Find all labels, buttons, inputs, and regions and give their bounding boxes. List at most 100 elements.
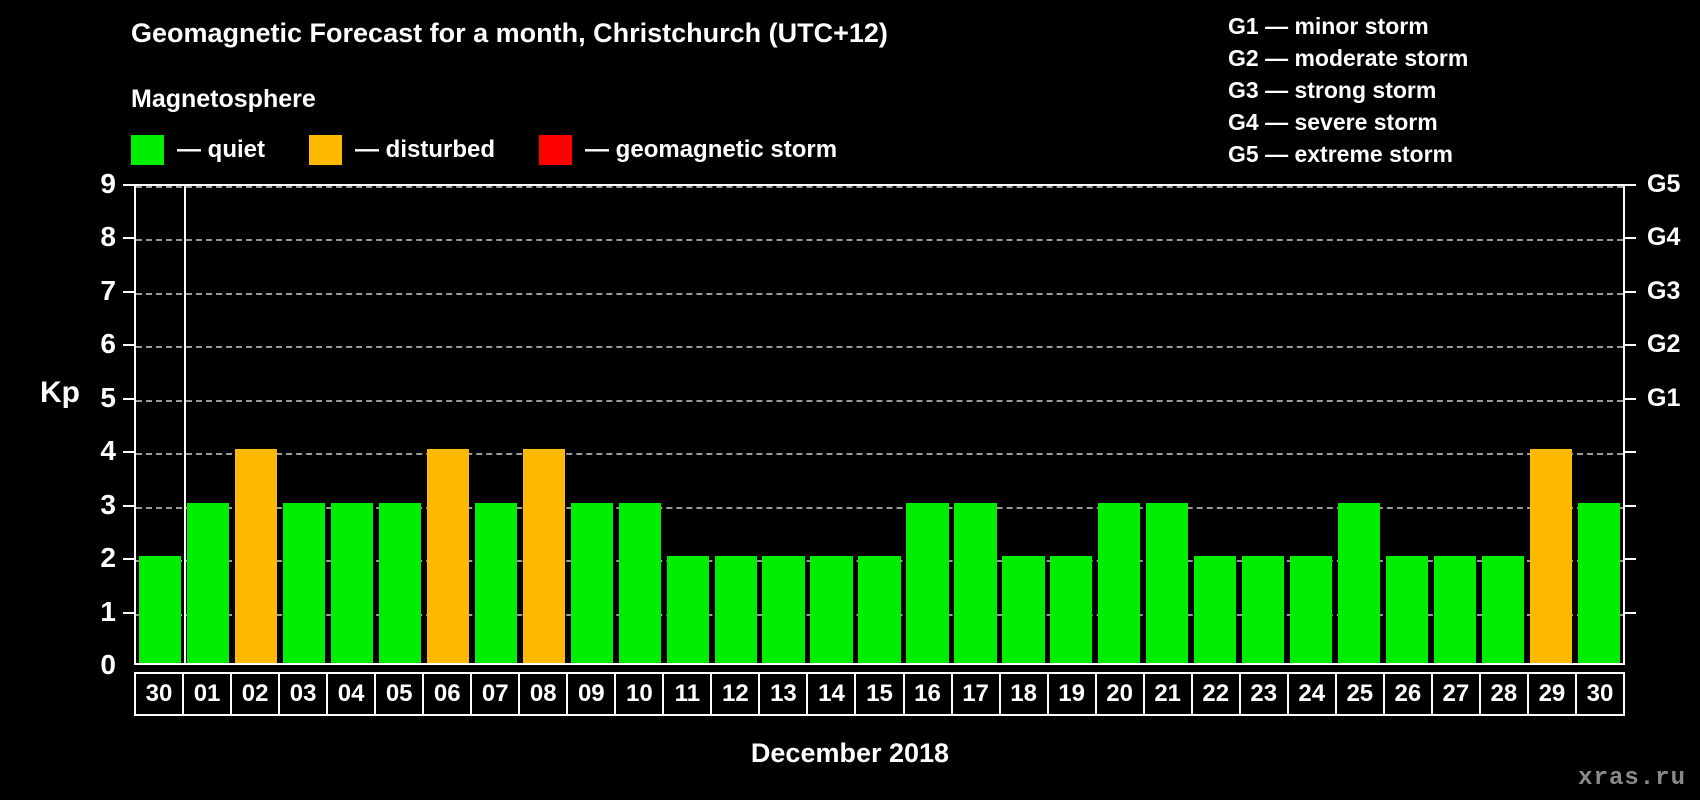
bar-cell xyxy=(904,186,952,663)
bar-cell xyxy=(1095,186,1143,663)
date-label-12[interactable]: 12 xyxy=(710,672,761,716)
bar-11 xyxy=(666,556,709,663)
date-label-18[interactable]: 18 xyxy=(998,672,1049,716)
y-tick-mark-6 xyxy=(123,344,134,347)
date-label-22[interactable]: 22 xyxy=(1190,672,1241,716)
date-label-26[interactable]: 26 xyxy=(1382,672,1433,716)
bar-20 xyxy=(1098,502,1141,663)
g-tick-mark-G5 xyxy=(1625,184,1636,186)
bar-cell xyxy=(616,186,664,663)
date-label-08[interactable]: 08 xyxy=(518,672,569,716)
gscale-key-row-g4: G4 — severe storm xyxy=(1228,109,1438,135)
legend-label-quiet: — quiet xyxy=(177,136,265,163)
date-label-04[interactable]: 04 xyxy=(326,672,377,716)
bar-25 xyxy=(1338,502,1381,663)
bar-15 xyxy=(858,556,901,663)
gscale-key-row-g2: G2 — moderate storm xyxy=(1228,45,1469,71)
date-label-20[interactable]: 20 xyxy=(1094,672,1145,716)
date-label-07[interactable]: 07 xyxy=(470,672,521,716)
bar-28 xyxy=(1482,556,1525,663)
bar-cell xyxy=(1575,186,1623,663)
date-label-03[interactable]: 03 xyxy=(278,672,329,716)
date-label-30[interactable]: 30 xyxy=(134,672,185,716)
right-tick-mark-1 xyxy=(1625,611,1636,614)
y-tick-label-5: 5 xyxy=(100,381,116,413)
bar-14 xyxy=(810,556,853,663)
bar-30 xyxy=(1577,502,1621,663)
date-label-16[interactable]: 16 xyxy=(902,672,953,716)
gridline-6 xyxy=(136,346,1623,349)
date-label-06[interactable]: 06 xyxy=(422,672,473,716)
g-tick-mark-G3 xyxy=(1625,290,1636,293)
y-tick-mark-8 xyxy=(123,237,134,240)
bar-cell xyxy=(1479,186,1527,663)
date-label-19[interactable]: 19 xyxy=(1046,672,1097,716)
date-label-11[interactable]: 11 xyxy=(662,672,713,716)
legend-item-storm: — geomagnetic storm xyxy=(539,135,837,165)
bar-26 xyxy=(1386,556,1429,663)
gscale-key-row-g3: G3 — strong storm xyxy=(1228,77,1437,103)
bar-30 xyxy=(138,556,182,663)
g-tick-label-G4: G4 xyxy=(1647,223,1681,252)
date-label-27[interactable]: 27 xyxy=(1430,672,1481,716)
date-label-28[interactable]: 28 xyxy=(1478,672,1529,716)
date-label-25[interactable]: 25 xyxy=(1334,672,1385,716)
y-axis-title: Kp xyxy=(40,376,80,409)
date-label-09[interactable]: 09 xyxy=(566,672,617,716)
gscale-key-row-g5: G5 — extreme storm xyxy=(1228,141,1453,167)
legend: — quiet — disturbed — geomagnetic storm xyxy=(131,134,881,166)
right-tick-mark-3 xyxy=(1625,504,1636,507)
month-separator-line xyxy=(184,186,187,663)
bar-cell xyxy=(1239,186,1287,663)
date-label-29[interactable]: 29 xyxy=(1526,672,1577,716)
bar-cell xyxy=(1527,186,1575,663)
bar-19 xyxy=(1050,556,1093,663)
y-tick-label-4: 4 xyxy=(100,435,116,467)
gridline-5 xyxy=(136,399,1623,402)
g-tick-label-G5: G5 xyxy=(1647,170,1681,198)
bar-cell xyxy=(760,186,808,663)
bar-cell xyxy=(376,186,424,663)
bar-18 xyxy=(1002,556,1045,663)
plot-frame xyxy=(134,184,1625,665)
y-tick-label-2: 2 xyxy=(100,542,116,574)
date-label-05[interactable]: 05 xyxy=(374,672,425,716)
date-label-15[interactable]: 15 xyxy=(854,672,905,716)
g-tick-mark-G2 xyxy=(1625,344,1636,347)
gridline-3 xyxy=(136,506,1623,509)
date-label-17[interactable]: 17 xyxy=(950,672,1001,716)
date-label-13[interactable]: 13 xyxy=(758,672,809,716)
bar-12 xyxy=(714,556,757,663)
date-label-10[interactable]: 10 xyxy=(614,672,665,716)
bar-cell xyxy=(280,186,328,663)
bar-cell xyxy=(664,186,712,663)
bar-cell xyxy=(1383,186,1431,663)
date-label-21[interactable]: 21 xyxy=(1142,672,1193,716)
bar-08 xyxy=(522,449,565,663)
x-axis-date-labels: 30 01 02 03 04 05 06 07 08 09 10 11 12 13 14 15 16 17 18 19… xyxy=(134,672,1625,716)
date-label-14[interactable]: 14 xyxy=(806,672,857,716)
legend-label-disturbed: — disturbed xyxy=(355,136,496,163)
y-tick-label-1: 1 xyxy=(100,595,116,627)
date-label-02[interactable]: 02 xyxy=(230,672,281,716)
y-tick-mark-7 xyxy=(123,290,134,293)
bar-07 xyxy=(474,502,517,663)
legend-swatch-storm xyxy=(539,135,573,165)
bar-01 xyxy=(186,502,230,663)
right-tick-mark-2 xyxy=(1625,558,1636,561)
date-label-01[interactable]: 01 xyxy=(182,672,233,716)
bar-cell xyxy=(1287,186,1335,663)
bar-04 xyxy=(330,502,373,663)
bar-29 xyxy=(1529,449,1573,663)
date-label-24[interactable]: 24 xyxy=(1286,672,1337,716)
watermark: xras.ru xyxy=(1578,765,1686,792)
date-label-30[interactable]: 30 xyxy=(1574,672,1625,716)
bar-cell xyxy=(1431,186,1479,663)
date-label-23[interactable]: 23 xyxy=(1238,672,1289,716)
bar-17 xyxy=(954,502,997,663)
chart-title: Geomagnetic Forecast for a month, Christ… xyxy=(131,18,888,48)
bar-13 xyxy=(762,556,805,663)
bar-series xyxy=(136,186,1623,663)
y-tick-mark-5 xyxy=(123,397,134,400)
